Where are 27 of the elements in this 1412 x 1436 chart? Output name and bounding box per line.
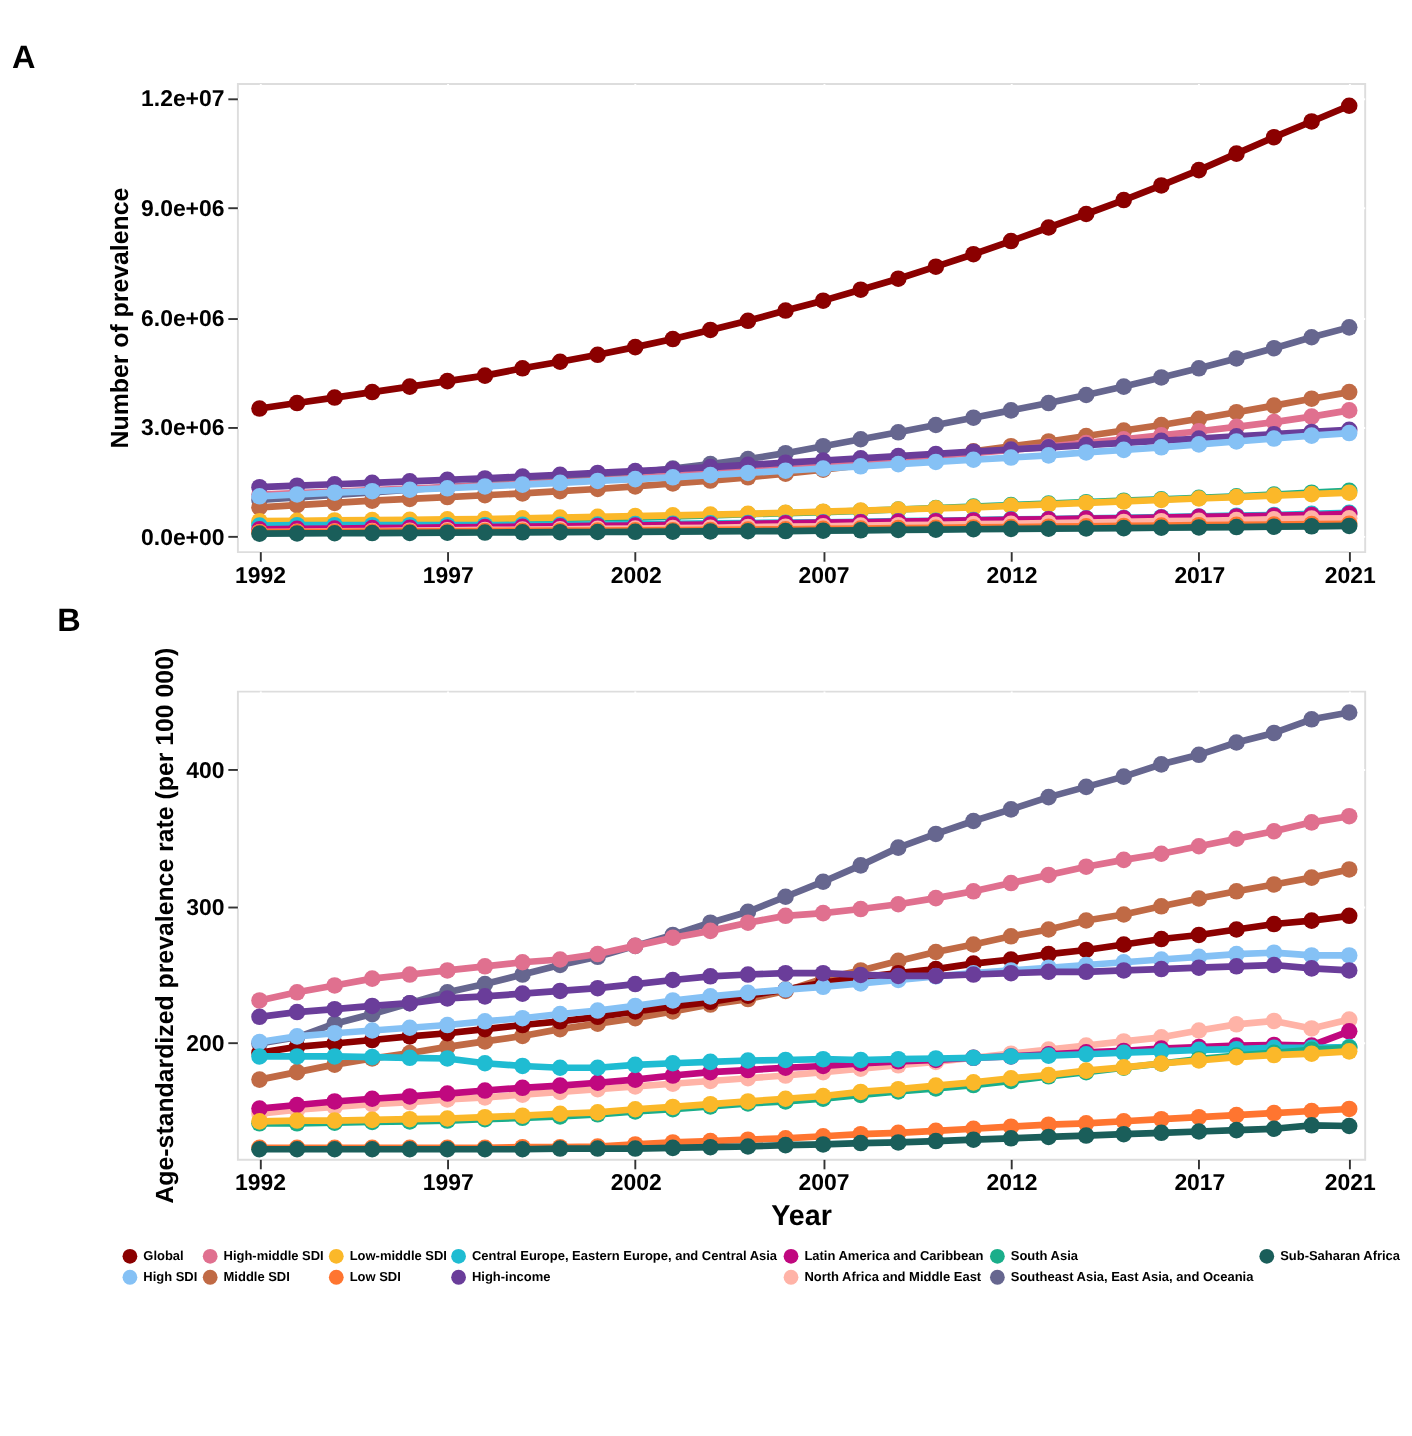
y-tick-label: 300 bbox=[186, 896, 225, 921]
x-tick-label: 2017 bbox=[1174, 564, 1226, 589]
x-tick-label: 1992 bbox=[234, 564, 286, 589]
x-tick-label: 2021 bbox=[1324, 1172, 1377, 1197]
x-tick-label: 1997 bbox=[422, 564, 474, 589]
x-tick-label: 2002 bbox=[610, 564, 662, 589]
y-tick-label: 0.0e+00 bbox=[141, 527, 225, 552]
y-tick-label: 400 bbox=[186, 760, 225, 785]
y-tick-label: 9.0e+06 bbox=[141, 198, 225, 222]
x-tick-label: 2007 bbox=[798, 564, 850, 589]
y-tick-label: 1.2e+07 bbox=[141, 88, 225, 113]
chart-title: A bbox=[12, 39, 37, 76]
x-tick-label: 2007 bbox=[798, 1172, 850, 1197]
x-tick-label: 2017 bbox=[1174, 1172, 1226, 1197]
x-tick-label: 2012 bbox=[986, 564, 1038, 589]
y-tick-label: 200 bbox=[186, 1033, 225, 1058]
chart-title: B bbox=[57, 603, 81, 640]
x-tick-label: 2012 bbox=[986, 1172, 1038, 1197]
x-tick-label: 2002 bbox=[610, 1172, 662, 1197]
x-tick-label: 2021 bbox=[1324, 564, 1377, 589]
y-tick-label: 3.0e+06 bbox=[141, 417, 225, 442]
x-tick-label: 1992 bbox=[234, 1172, 286, 1197]
y-tick-label: 6.0e+06 bbox=[141, 307, 225, 332]
x-axis-title: Year bbox=[771, 1200, 833, 1233]
x-tick-label: 1997 bbox=[422, 1172, 474, 1197]
y-axis-title: Number of prevalence bbox=[105, 187, 134, 449]
y-axis-title: Age-standardized prevalence rate (per 100 000) bbox=[150, 647, 179, 1204]
